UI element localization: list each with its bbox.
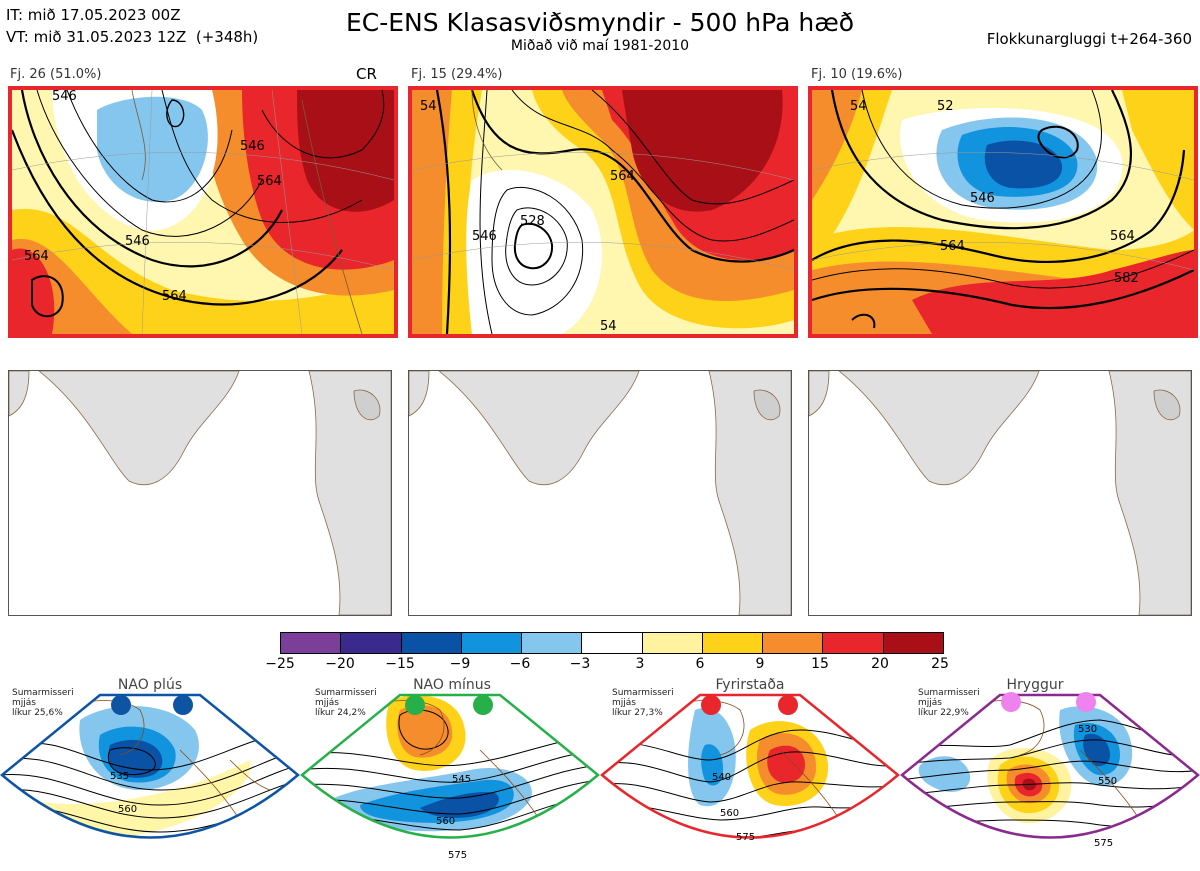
forecast-times: IT: mið 17.05.2023 00Z VT: mið 31.05.2023… — [6, 4, 258, 48]
colorbar-tick: −9 — [449, 656, 471, 672]
cluster-2-contour-label: 54 — [600, 319, 617, 334]
empty-basemap-2 — [408, 370, 792, 616]
regime-1-title: NAO plús — [117, 677, 183, 693]
cluster-3-map: 546 564 564 582 52 54 — [808, 86, 1198, 338]
cluster-3-contour-label: 52 — [937, 99, 954, 114]
cluster-3-contour-label: 564 — [1110, 229, 1135, 244]
regime-1-dot — [111, 695, 131, 715]
regime-2-contour-label: 575 — [448, 850, 467, 861]
regime-2-note: Sumarmisseri mjjás líkur 24,2% — [315, 688, 377, 718]
colorbar-tick: 20 — [871, 656, 889, 672]
regime-4-contour-label: 550 — [1098, 776, 1117, 787]
colorbar-swatch — [702, 633, 764, 653]
regime-2-contour-label: 560 — [436, 816, 455, 827]
cluster-2-contour-label: 564 — [610, 169, 635, 184]
regime-3-dot — [778, 695, 798, 715]
cluster-3-contour-label: 582 — [1114, 271, 1139, 286]
colorbar-swatch — [522, 633, 583, 653]
regime-4-dot — [1001, 692, 1021, 712]
cluster-1-contour-label: 564 — [257, 174, 282, 189]
regime-4-contour-label: 575 — [1094, 838, 1113, 849]
colorbar-tick: −6 — [509, 656, 531, 672]
colorbar-tick: −25 — [265, 656, 295, 672]
cluster-3-contour-label: 546 — [970, 191, 995, 206]
cluster-1-label: Fj. 26 (51.0%) — [10, 67, 102, 82]
colorbar-tick: −20 — [325, 656, 355, 672]
colorbar-swatch — [582, 633, 643, 653]
regime-3-dot — [701, 695, 721, 715]
cluster-3-label: Fj. 10 (19.6%) — [811, 67, 903, 82]
cluster-1-contour-label: 564 — [24, 249, 49, 264]
colorbar-tick: 3 — [635, 656, 645, 672]
page-title: EC-ENS Klasasviðsmyndir - 500 hPa hæð — [345, 8, 855, 37]
cluster-1-contour-label: 546 — [125, 234, 150, 249]
colorbar-swatch — [763, 633, 824, 653]
colorbar-swatch — [401, 633, 462, 653]
colorbar-swatch — [823, 633, 884, 653]
regime-1-contour-label: 535 — [110, 771, 129, 782]
regime-2-map: 545 560 575 — [300, 690, 600, 870]
page-subtitle: Miðað við maí 1981-2010 — [510, 38, 690, 54]
colorbar-swatch — [461, 633, 523, 653]
regime-2-dot — [473, 695, 493, 715]
regime-3-contour-label: 575 — [736, 832, 755, 843]
regime-1-note: Sumarmisseri mjjás líkur 25,6% — [12, 688, 74, 718]
regime-3-map: 540 560 575 — [600, 690, 900, 870]
regime-3-contour-label: 560 — [720, 808, 739, 819]
cluster-3-contour-label: 564 — [940, 239, 965, 254]
colorbar-tick: 15 — [811, 656, 829, 672]
colorbar-tick: 9 — [755, 656, 765, 672]
regime-2-dot — [405, 695, 425, 715]
colorbar-swatch — [341, 633, 402, 653]
colorbar-swatch — [281, 633, 342, 653]
cluster-1-tag: CR — [356, 65, 377, 83]
classification-window: Flokkunargluggi t+264-360 — [986, 30, 1192, 48]
cluster-1-contour-label: 546 — [52, 90, 77, 104]
regime-3-contour-label: 540 — [712, 772, 731, 783]
regime-1-contour-label: 560 — [118, 804, 137, 815]
regime-4-map: 530 550 575 — [900, 690, 1200, 870]
colorbar-tick: 6 — [695, 656, 705, 672]
initial-time: IT: mið 17.05.2023 00Z — [6, 6, 181, 24]
cluster-2-contour-label: 54 — [420, 99, 437, 114]
regime-2-title: NAO mínus — [413, 677, 491, 693]
regime-4-dot — [1076, 692, 1096, 712]
regime-1-map: 535 560 — [0, 690, 300, 870]
valid-time: VT: mið 31.05.2023 12Z (+348h) — [6, 28, 259, 46]
colorbar-tick: 25 — [931, 656, 949, 672]
regime-1-dot — [173, 695, 193, 715]
colorbar-swatch — [642, 633, 703, 653]
regime-3-note: Sumarmisseri mjjás líkur 27,3% — [612, 688, 674, 718]
colorbar-tick: −3 — [569, 656, 591, 672]
cluster-2-label: Fj. 15 (29.4%) — [411, 67, 503, 82]
regime-2-contour-label: 545 — [452, 774, 471, 785]
cluster-2-map: 528 546 564 54 54 — [408, 86, 798, 338]
cluster-2-contour-label: 546 — [472, 229, 497, 244]
regime-4-contour-label: 530 — [1078, 724, 1097, 735]
colorbar — [280, 632, 944, 654]
cluster-1-contour-label: 546 — [240, 139, 265, 154]
regime-4-note: Sumarmisseri mjjás líkur 22,9% — [918, 688, 980, 718]
empty-basemap-3 — [808, 370, 1192, 616]
colorbar-swatch — [883, 633, 943, 653]
cluster-1-contour-label: 564 — [162, 289, 187, 304]
cluster-2-contour-label: 528 — [520, 214, 545, 229]
empty-basemap-1 — [8, 370, 392, 616]
colorbar-tick: −15 — [385, 656, 415, 672]
regime-3-title: Fyrirstaða — [715, 677, 785, 693]
cluster-1-map: 546 546 564 546 564 564 — [8, 86, 398, 338]
cluster-3-contour-label: 54 — [850, 99, 867, 114]
regime-4-title: Hryggur — [1006, 677, 1064, 693]
